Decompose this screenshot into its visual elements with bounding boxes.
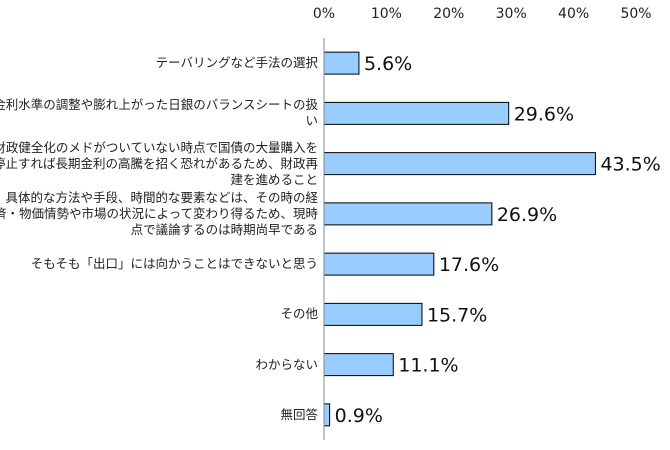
category-label: その他 bbox=[280, 306, 318, 322]
category-label: 金利水準の調整や膨れ上がった日銀のバランスシートの扱い bbox=[0, 97, 318, 129]
value-label: 43.5% bbox=[600, 154, 660, 176]
x-tick-label: 50% bbox=[620, 6, 651, 22]
bar bbox=[323, 51, 360, 75]
bar bbox=[323, 252, 435, 276]
category-label: そもそも「出口」には向かうことはできないと思う bbox=[30, 256, 318, 272]
value-label: 5.6% bbox=[364, 53, 412, 75]
value-label: 17.6% bbox=[439, 254, 499, 276]
x-tick-label: 40% bbox=[558, 6, 589, 22]
bar bbox=[323, 353, 394, 377]
value-label: 0.9% bbox=[335, 405, 383, 427]
x-tick-label: 20% bbox=[433, 6, 464, 22]
category-label: 財政健全化のメドがついていない時点で国債の大量購入を停止すれば長期金利の高騰を招… bbox=[0, 139, 318, 187]
x-tick-label: 0% bbox=[313, 6, 335, 22]
value-label: 29.6% bbox=[514, 103, 574, 125]
bar bbox=[323, 152, 596, 176]
value-label: 26.9% bbox=[497, 204, 557, 226]
x-axis-ticks: 0% 10% 20% 30% 40% 50% bbox=[313, 6, 652, 22]
x-tick-label: 30% bbox=[496, 6, 527, 22]
category-label: 具体的な方法や手段、時間的な要素などは、その時の経済・物価情勢や市場の状況によっ… bbox=[0, 189, 318, 237]
bar bbox=[323, 302, 423, 326]
value-label: 15.7% bbox=[427, 304, 487, 326]
x-tick-label: 10% bbox=[371, 6, 402, 22]
bar bbox=[323, 101, 510, 125]
category-label: テーバリングなど手法の選択 bbox=[155, 55, 318, 71]
bar bbox=[323, 202, 493, 226]
category-label: わからない bbox=[255, 356, 318, 372]
value-labels: 5.6% 29.6% 43.5% 26.9% 17.6% 15.7% 11.1% 0.9% bbox=[335, 53, 661, 427]
value-label: 11.1% bbox=[398, 355, 458, 377]
bars bbox=[323, 51, 596, 427]
category-label: 無回答 bbox=[280, 406, 318, 422]
bar bbox=[323, 403, 331, 427]
